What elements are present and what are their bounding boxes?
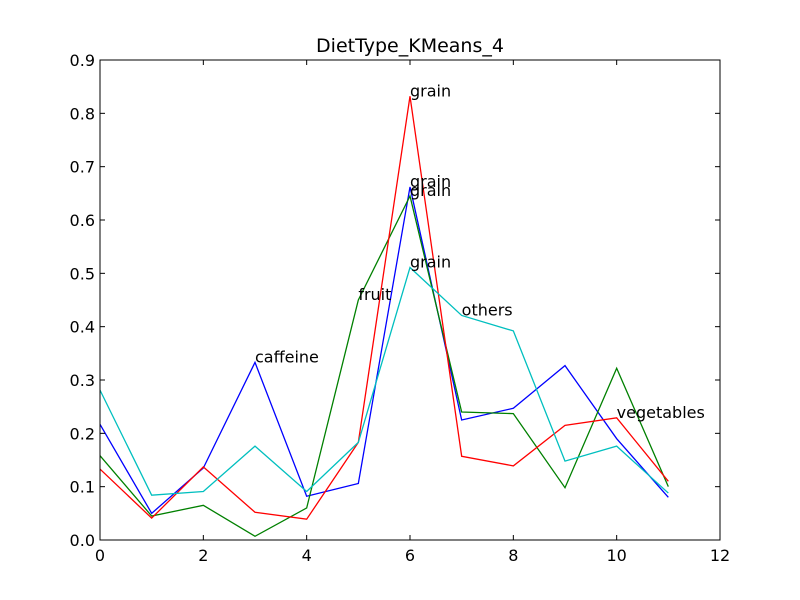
y-tick-label: 0.5 [70, 264, 95, 283]
annotation-grain-3: grain [410, 81, 451, 100]
y-tick-label: 0.1 [70, 478, 95, 497]
y-tick-label: 0.2 [70, 424, 95, 443]
x-tick-label: 2 [198, 546, 208, 565]
annotation-grain-6: grain [410, 252, 451, 271]
x-tick-label: 0 [95, 546, 105, 565]
x-tick: 8 [508, 60, 518, 565]
annotation-others-7: others [462, 300, 513, 319]
x-tick: 12 [710, 60, 730, 565]
y-tick-label: 0.8 [70, 104, 95, 123]
x-tick-label: 12 [710, 546, 730, 565]
x-tick-label: 4 [302, 546, 312, 565]
x-tick: 2 [198, 60, 208, 565]
y-tick-label: 0.6 [70, 211, 95, 230]
y-tick-label: 0.7 [70, 158, 95, 177]
x-tick: 10 [606, 60, 627, 565]
annotation-grain-5: grain [410, 181, 451, 200]
x-tick: 4 [302, 60, 312, 565]
annotation-fruit-2: fruit [358, 285, 391, 304]
series-line-2 [99, 194, 669, 538]
y-tick: 0.7 [70, 158, 720, 177]
y-tick-label: 0.0 [70, 531, 95, 550]
x-axis: 0 2 4 6 8 10 12 [95, 60, 730, 565]
y-tick: 0.9 [70, 51, 720, 70]
plot-frame [99, 59, 721, 541]
series-line-4 [99, 266, 669, 496]
y-tick: 0.1 [70, 478, 720, 497]
y-tick: 0.5 [70, 264, 720, 283]
x-tick-label: 8 [508, 546, 518, 565]
annotation-vegetables-8: vegetables [617, 403, 705, 422]
y-tick-label: 0.3 [70, 371, 95, 390]
x-tick: 0 [95, 60, 105, 565]
y-tick-label: 0.4 [70, 318, 95, 337]
y-tick: 0.8 [70, 104, 720, 123]
annotation-layer: caffeinefruitgraingraingraingrainothersv… [255, 81, 705, 422]
annotation-caffeine-1: caffeine [255, 347, 319, 366]
x-tick: 6 [405, 60, 415, 565]
series-line-1 [99, 186, 669, 515]
y-tick: 0.6 [70, 211, 720, 230]
y-tick-label: 0.9 [70, 51, 95, 70]
y-tick: 0.4 [70, 318, 720, 337]
y-tick: 0.3 [70, 371, 720, 390]
chart-title: DietType_KMeans_4 [316, 35, 504, 57]
series-line-3 [99, 96, 669, 520]
y-axis: 0.0 0.1 0.2 0.3 0.4 0.5 0.6 0.7 0.8 0.9 [70, 51, 720, 550]
annotation-grain-4: grain [410, 172, 451, 191]
y-tick: 0.2 [70, 424, 720, 443]
x-tick-label: 10 [606, 546, 626, 565]
series-layer [99, 96, 669, 538]
x-tick-label: 6 [405, 546, 415, 565]
y-tick: 0.0 [70, 531, 720, 550]
